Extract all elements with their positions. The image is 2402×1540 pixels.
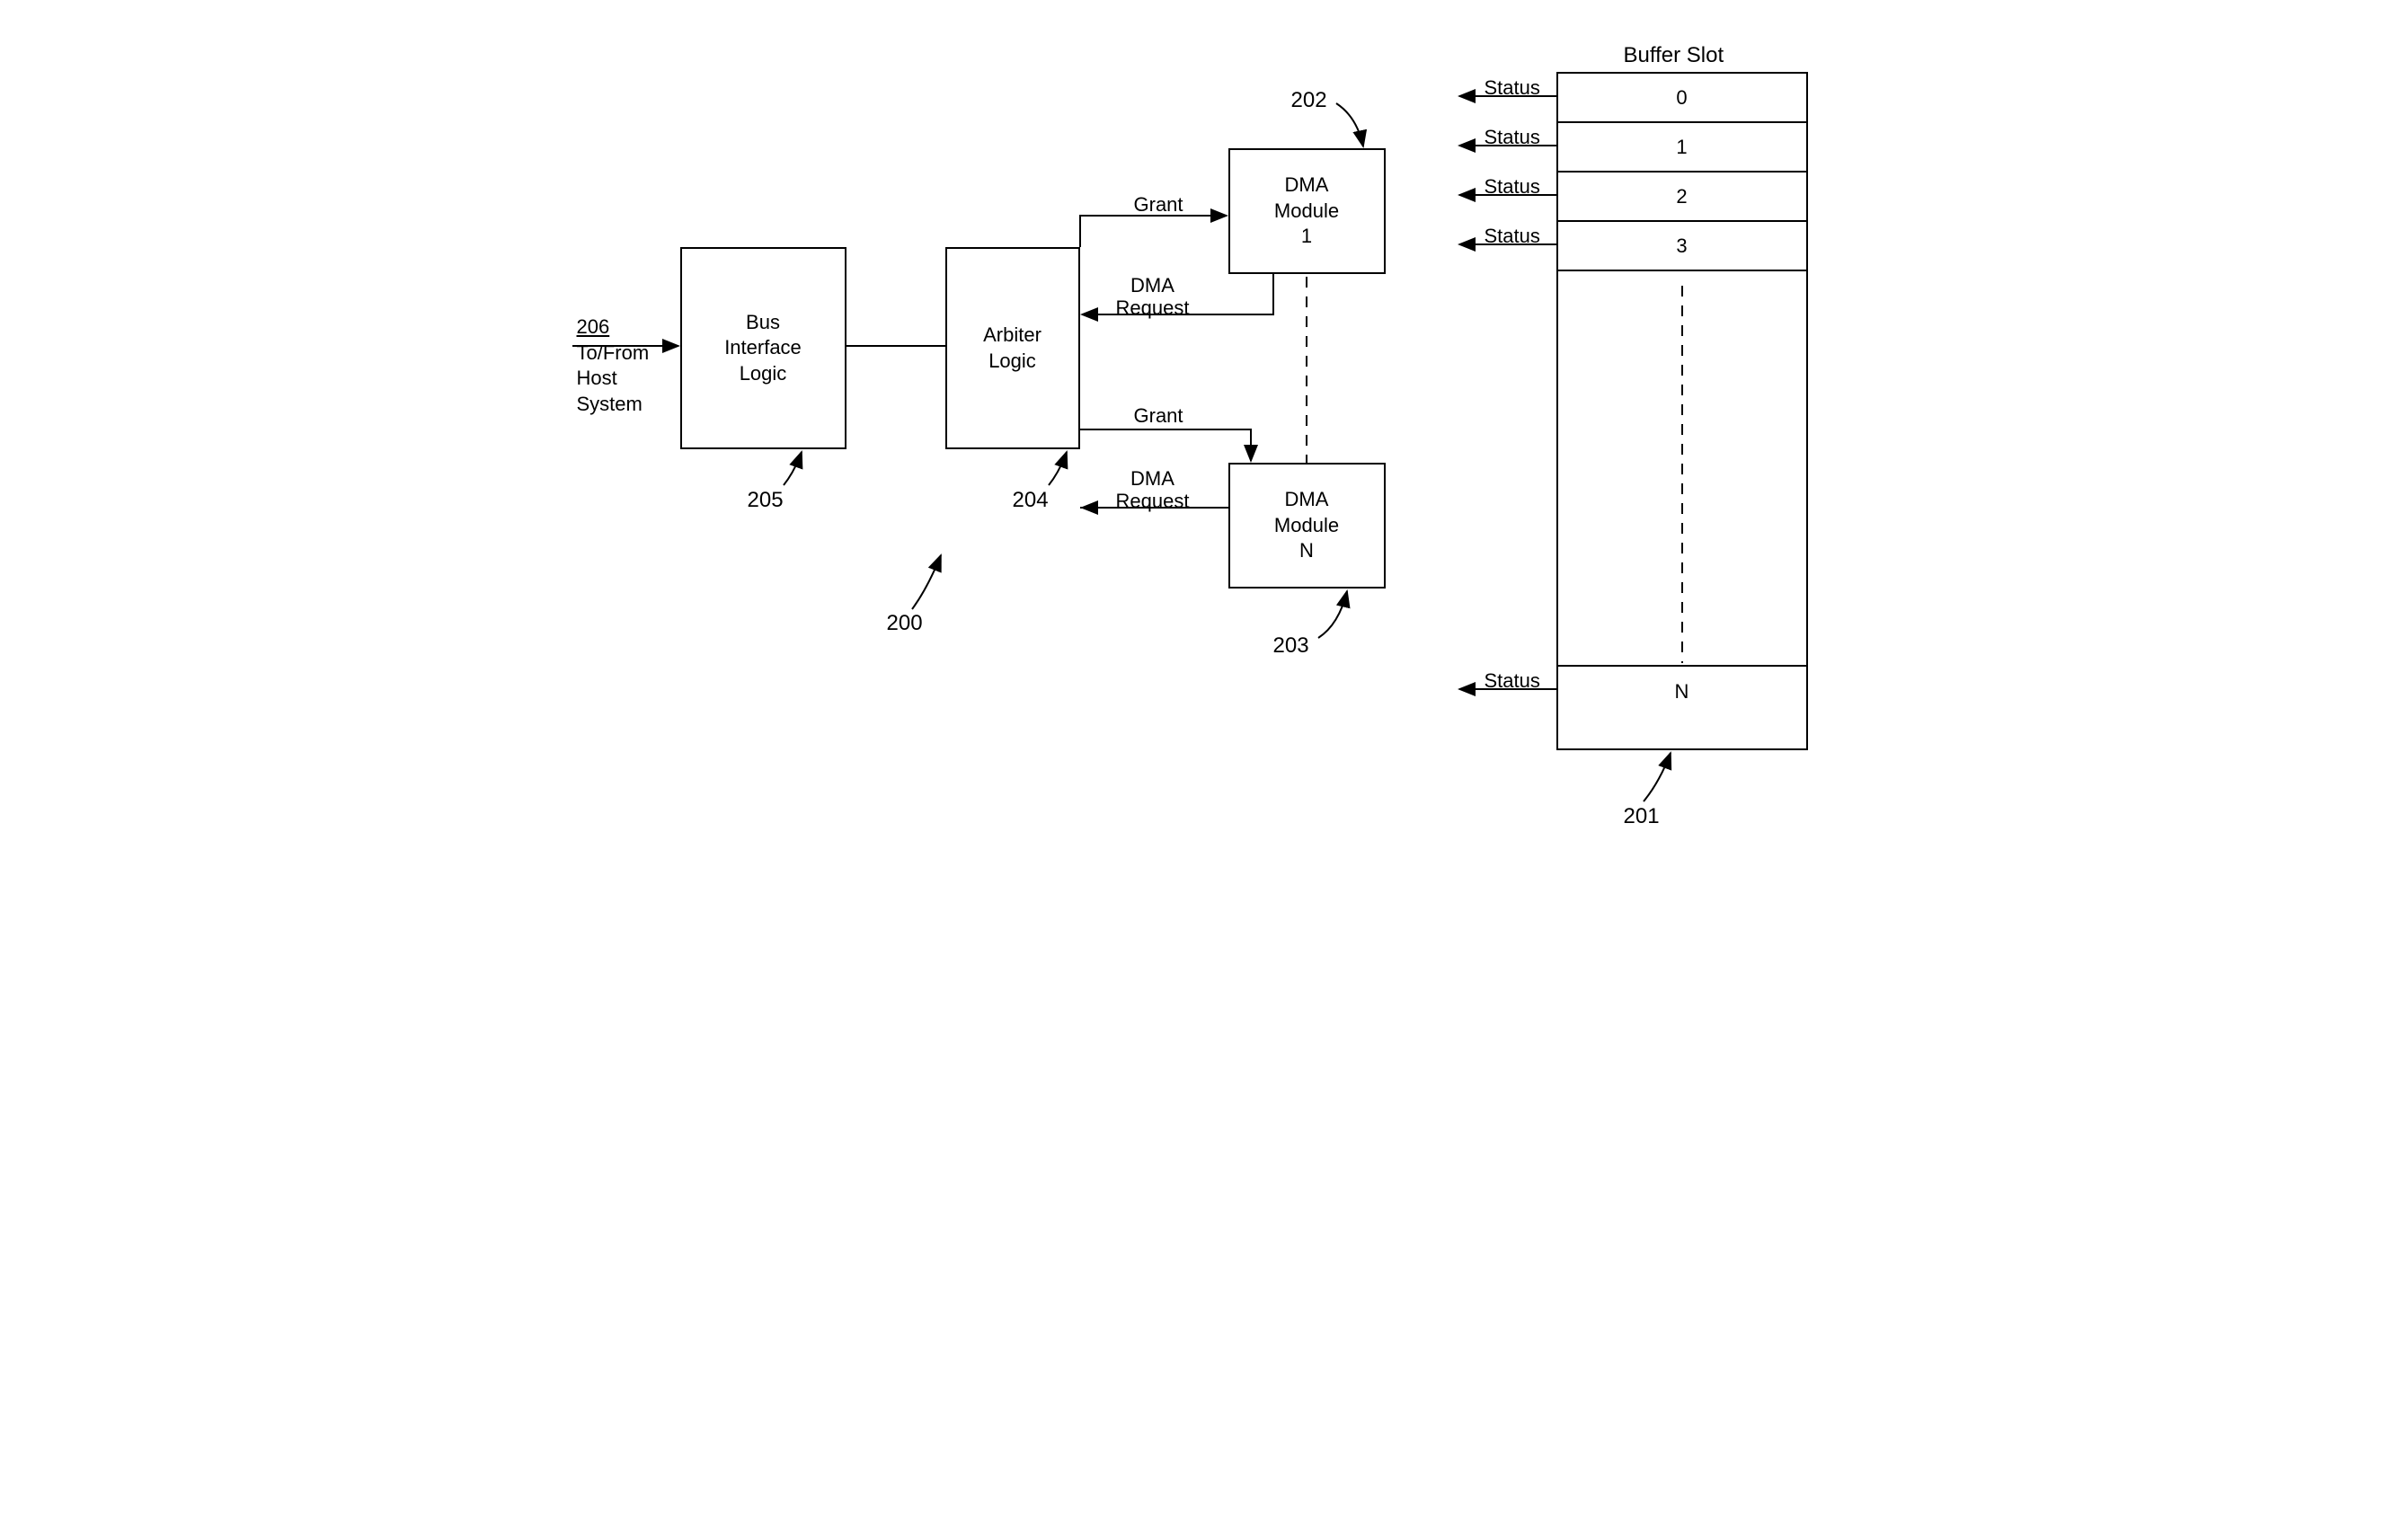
dma-module-n-box: DMAModuleN xyxy=(1228,463,1386,589)
ref-205-curve xyxy=(784,452,802,485)
buffer-slot-1: 1 xyxy=(1558,123,1806,173)
requestN-label: DMARequest xyxy=(1116,467,1190,513)
ref-204: 204 xyxy=(1013,488,1049,513)
buffer-slot-3: 3 xyxy=(1558,222,1806,271)
grantN-arrow xyxy=(1080,429,1251,461)
diagram-container: BusInterfaceLogic ArbiterLogic DMAModule… xyxy=(572,36,1830,845)
ref-201-curve xyxy=(1644,753,1671,801)
bus-interface-label: BusInterfaceLogic xyxy=(724,310,802,387)
buffer-slot-gap xyxy=(1558,271,1806,667)
status-label-3: Status xyxy=(1485,225,1540,248)
ref-203: 203 xyxy=(1273,633,1309,659)
status-label-2: Status xyxy=(1485,175,1540,199)
dma-module-1-box: DMAModule1 xyxy=(1228,148,1386,274)
ref-200: 200 xyxy=(887,611,923,636)
arbiter-label: ArbiterLogic xyxy=(983,323,1041,374)
dmaN-label: DMAModuleN xyxy=(1274,487,1339,564)
ref-202: 202 xyxy=(1291,88,1327,113)
dma1-label: DMAModule1 xyxy=(1274,173,1339,250)
status-label-0: Status xyxy=(1485,76,1540,100)
request1-label: DMARequest xyxy=(1116,274,1190,320)
buffer-slot-0: 0 xyxy=(1558,74,1806,123)
status-label-1: Status xyxy=(1485,126,1540,149)
status-label-n: Status xyxy=(1485,669,1540,693)
host-label: 206 To/From Host System xyxy=(577,314,650,417)
ref-202-curve xyxy=(1336,103,1363,146)
buffer-slot-2: 2 xyxy=(1558,173,1806,222)
arbiter-box: ArbiterLogic xyxy=(945,247,1080,449)
ref-201: 201 xyxy=(1624,804,1660,829)
ref-205: 205 xyxy=(748,488,784,513)
grantN-label: Grant xyxy=(1134,404,1183,428)
grant1-arrow xyxy=(1080,216,1227,247)
grant1-label: Grant xyxy=(1134,193,1183,217)
ref-203-curve xyxy=(1318,591,1347,638)
buffer-container: 0 1 2 3 N xyxy=(1556,72,1808,750)
buffer-title: Buffer Slot xyxy=(1624,43,1724,68)
bus-interface-box: BusInterfaceLogic xyxy=(680,247,846,449)
buffer-slot-n: N xyxy=(1558,667,1806,716)
ref-200-curve xyxy=(912,555,941,609)
ref-204-curve xyxy=(1049,452,1067,485)
